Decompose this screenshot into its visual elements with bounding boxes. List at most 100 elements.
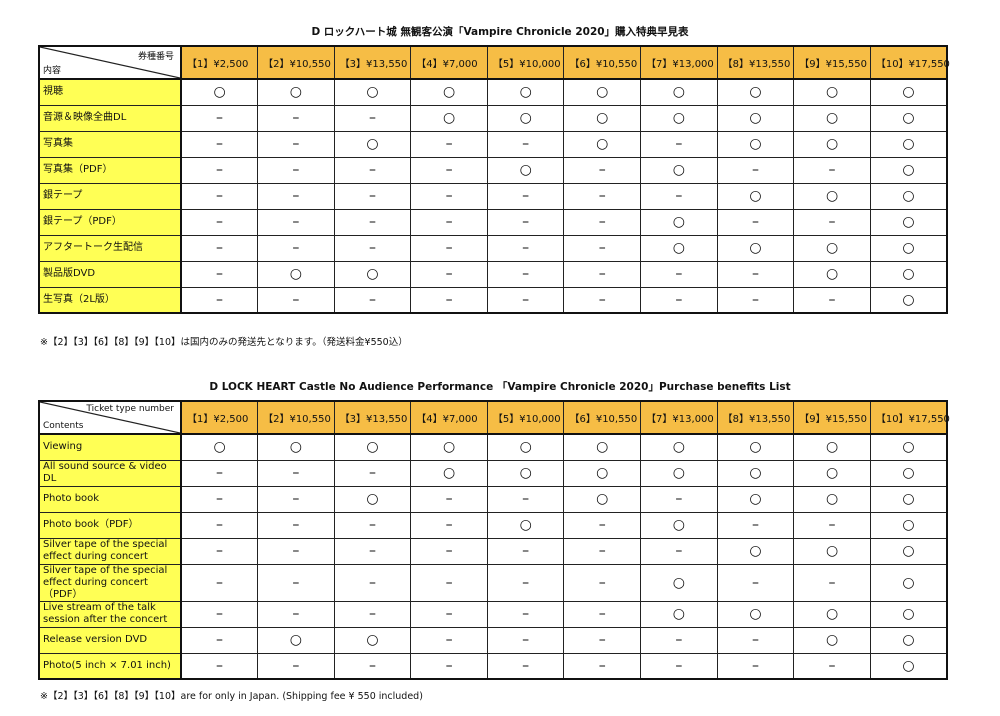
shipping-note-jp: ※【2】【3】【6】【8】【9】【10】は国内のみの発送先となります。（発送料金…	[40, 337, 408, 348]
benefit-label: Photo book	[38, 485, 182, 513]
not-included-mark: –	[257, 511, 335, 539]
included-mark: ○	[640, 600, 718, 628]
ticket-type-header: 【6】¥10,550	[563, 400, 642, 435]
not-included-mark: –	[333, 104, 412, 132]
included-mark: ○	[869, 433, 948, 461]
table-row: 生写真（2L版） – – – – – – – – – ○	[38, 286, 948, 314]
not-included-mark: –	[563, 511, 642, 539]
not-included-mark: –	[180, 511, 259, 539]
included-mark: ○	[869, 626, 948, 654]
included-mark: ○	[869, 234, 948, 262]
not-included-mark: –	[333, 286, 412, 314]
not-included-mark: –	[410, 286, 488, 314]
not-included-mark: –	[563, 208, 642, 236]
included-mark: ○	[640, 208, 718, 236]
not-included-mark: –	[563, 600, 642, 628]
not-included-mark: –	[640, 260, 718, 288]
not-included-mark: –	[410, 485, 488, 513]
table-row: Release version DVD – ○ ○ – – – – – ○ ○	[38, 626, 948, 654]
ticket-type-header: 【3】¥13,550	[333, 45, 412, 80]
not-included-mark: –	[410, 600, 488, 628]
included-mark: ○	[716, 600, 795, 628]
included-mark: ○	[410, 104, 488, 132]
ticket-type-header: 【4】¥7,000	[410, 400, 488, 435]
included-mark: ○	[410, 78, 488, 106]
not-included-mark: –	[640, 485, 718, 513]
not-included-mark: –	[410, 156, 488, 184]
included-mark: ○	[869, 182, 948, 210]
not-included-mark: –	[640, 626, 718, 654]
not-included-mark: –	[180, 182, 259, 210]
included-mark: ○	[793, 78, 871, 106]
not-included-mark: –	[486, 234, 565, 262]
ticket-type-header: 【2】¥10,550	[257, 45, 335, 80]
not-included-mark: –	[180, 626, 259, 654]
not-included-mark: –	[486, 130, 565, 158]
not-included-mark: –	[333, 537, 412, 565]
ticket-type-header: 【8】¥13,550	[716, 400, 795, 435]
not-included-mark: –	[410, 511, 488, 539]
included-mark: ○	[486, 104, 565, 132]
not-included-mark: –	[333, 182, 412, 210]
included-mark: ○	[486, 78, 565, 106]
table-row: 視聴 ○ ○ ○ ○ ○ ○ ○ ○ ○ ○	[38, 78, 948, 106]
benefit-label: All sound source & video DL	[38, 459, 182, 487]
included-mark: ○	[563, 78, 642, 106]
not-included-mark: –	[716, 626, 795, 654]
included-mark: ○	[333, 78, 412, 106]
included-mark: ○	[793, 433, 871, 461]
ticket-type-header: 【10】¥17,550	[869, 45, 950, 80]
not-included-mark: –	[486, 563, 565, 602]
not-included-mark: –	[486, 208, 565, 236]
not-included-mark: –	[180, 104, 259, 132]
included-mark: ○	[793, 104, 871, 132]
not-included-mark: –	[486, 600, 565, 628]
benefit-label: Live stream of the talk session after th…	[38, 600, 182, 628]
not-included-mark: –	[716, 286, 795, 314]
benefit-label: Photo(5 inch × 7.01 inch)	[38, 652, 182, 680]
included-mark: ○	[563, 433, 642, 461]
not-included-mark: –	[486, 485, 565, 513]
not-included-mark: –	[716, 156, 795, 184]
included-mark: ○	[716, 537, 795, 565]
not-included-mark: –	[257, 208, 335, 236]
included-mark: ○	[869, 208, 948, 236]
not-included-mark: –	[486, 260, 565, 288]
included-mark: ○	[257, 78, 335, 106]
not-included-mark: –	[410, 626, 488, 654]
included-mark: ○	[180, 433, 259, 461]
not-included-mark: –	[410, 537, 488, 565]
not-included-mark: –	[410, 234, 488, 262]
included-mark: ○	[793, 600, 871, 628]
included-mark: ○	[869, 260, 948, 288]
not-included-mark: –	[563, 260, 642, 288]
not-included-mark: –	[257, 234, 335, 262]
not-included-mark: –	[257, 563, 335, 602]
ticket-type-header: 【2】¥10,550	[257, 400, 335, 435]
not-included-mark: –	[180, 286, 259, 314]
benefit-label: 生写真（2L版）	[38, 286, 182, 314]
ticket-type-header: 【1】¥2,500	[180, 400, 259, 435]
benefit-label: Viewing	[38, 433, 182, 461]
included-mark: ○	[869, 156, 948, 184]
corner-row-label: Contents	[43, 421, 84, 431]
included-mark: ○	[716, 130, 795, 158]
table-row: 製品版DVD – ○ ○ – – – – – ○ ○	[38, 260, 948, 288]
included-mark: ○	[716, 459, 795, 487]
included-mark: ○	[333, 485, 412, 513]
not-included-mark: –	[563, 182, 642, 210]
benefit-label: Silver tape of the special effect during…	[38, 563, 182, 602]
included-mark: ○	[793, 234, 871, 262]
not-included-mark: –	[257, 600, 335, 628]
table-row: 銀テープ（PDF） – – – – – – ○ – – ○	[38, 208, 948, 236]
not-included-mark: –	[563, 537, 642, 565]
included-mark: ○	[716, 234, 795, 262]
included-mark: ○	[563, 459, 642, 487]
included-mark: ○	[257, 260, 335, 288]
included-mark: ○	[257, 433, 335, 461]
benefit-label: 製品版DVD	[38, 260, 182, 288]
header-row: Ticket type number Contents 【1】¥2,500 【2】¥1…	[38, 400, 950, 435]
ticket-type-header: 【9】¥15,550	[793, 45, 871, 80]
not-included-mark: –	[180, 260, 259, 288]
